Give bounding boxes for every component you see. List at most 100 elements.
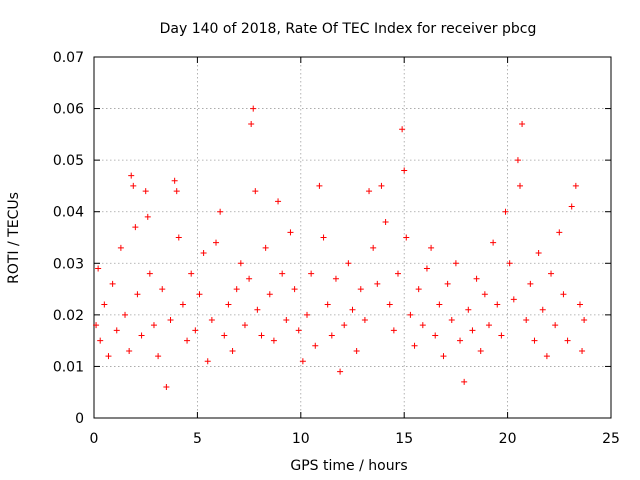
data-point bbox=[150, 322, 157, 329]
axis-ticks: 0 5 10 15 20 25 0 0.01 0.02 0.03 0.04 0.05 0.06 0.07 bbox=[53, 50, 620, 447]
data-point bbox=[192, 327, 199, 334]
data-point bbox=[128, 172, 135, 179]
data-point bbox=[283, 317, 290, 324]
data-point bbox=[386, 301, 393, 308]
data-point bbox=[188, 270, 195, 277]
data-point bbox=[109, 280, 116, 287]
data-point bbox=[299, 358, 306, 365]
data-point bbox=[440, 353, 447, 360]
data-point bbox=[469, 327, 476, 334]
data-point bbox=[320, 234, 327, 241]
data-point bbox=[432, 332, 439, 339]
data-point bbox=[175, 234, 182, 241]
data-point bbox=[444, 280, 451, 287]
data-point bbox=[523, 317, 530, 324]
data-point bbox=[142, 188, 149, 195]
y-axis-label: ROTI / TECUs bbox=[6, 192, 22, 284]
y-tick-label: 0.05 bbox=[53, 153, 84, 169]
chart-title: Day 140 of 2018, Rate Of TEC Index for r… bbox=[160, 21, 537, 37]
data-point bbox=[506, 260, 513, 267]
data-point bbox=[138, 332, 145, 339]
data-point bbox=[473, 275, 480, 282]
x-tick-label: 0 bbox=[90, 431, 99, 447]
data-point bbox=[556, 229, 563, 236]
data-point bbox=[353, 347, 360, 354]
x-axis-label: GPS time / hours bbox=[290, 458, 407, 474]
data-point bbox=[572, 182, 579, 189]
data-point bbox=[498, 332, 505, 339]
data-point bbox=[411, 342, 418, 349]
data-point bbox=[233, 286, 240, 293]
y-tick-label: 0.04 bbox=[53, 205, 84, 221]
data-point bbox=[519, 121, 526, 128]
y-tick-label: 0.02 bbox=[53, 308, 84, 324]
data-point bbox=[184, 337, 191, 344]
data-point bbox=[337, 368, 344, 375]
data-point bbox=[390, 327, 397, 334]
data-point bbox=[517, 182, 524, 189]
data-point bbox=[204, 358, 211, 365]
data-point bbox=[527, 280, 534, 287]
y-tick-label: 0.06 bbox=[53, 102, 84, 118]
data-point bbox=[370, 244, 377, 251]
data-point bbox=[514, 157, 521, 164]
data-point bbox=[105, 353, 112, 360]
data-point bbox=[179, 301, 186, 308]
data-point bbox=[113, 327, 120, 334]
data-point bbox=[531, 337, 538, 344]
data-point bbox=[502, 208, 509, 215]
data-point bbox=[252, 188, 259, 195]
x-tick-label: 20 bbox=[499, 431, 517, 447]
data-point bbox=[568, 203, 575, 210]
data-point bbox=[213, 239, 220, 246]
data-point bbox=[461, 378, 468, 385]
data-point bbox=[132, 224, 139, 231]
data-point bbox=[275, 198, 282, 205]
data-point bbox=[262, 244, 269, 251]
data-point bbox=[246, 275, 253, 282]
data-point bbox=[428, 244, 435, 251]
data-point bbox=[579, 347, 586, 354]
data-point bbox=[477, 347, 484, 354]
data-point bbox=[357, 286, 364, 293]
grid-lines bbox=[94, 57, 611, 418]
data-point bbox=[415, 286, 422, 293]
data-point bbox=[159, 286, 166, 293]
data-point bbox=[552, 322, 559, 329]
data-point bbox=[543, 353, 550, 360]
data-point bbox=[308, 270, 315, 277]
data-point bbox=[328, 332, 335, 339]
data-point bbox=[581, 317, 588, 324]
data-points bbox=[93, 105, 588, 391]
data-point bbox=[254, 306, 261, 313]
data-point bbox=[407, 311, 414, 318]
data-point bbox=[494, 301, 501, 308]
data-point bbox=[378, 182, 385, 189]
data-point bbox=[122, 311, 129, 318]
data-point bbox=[163, 384, 170, 391]
data-point bbox=[304, 311, 311, 318]
data-point bbox=[423, 265, 430, 272]
data-point bbox=[167, 317, 174, 324]
data-point bbox=[419, 322, 426, 329]
data-point bbox=[341, 322, 348, 329]
data-point bbox=[535, 249, 542, 256]
data-point bbox=[324, 301, 331, 308]
data-point bbox=[217, 208, 224, 215]
data-point bbox=[539, 306, 546, 313]
data-point bbox=[95, 265, 102, 272]
y-tick-label: 0 bbox=[75, 411, 84, 427]
data-point bbox=[134, 291, 141, 298]
data-point bbox=[225, 301, 232, 308]
data-point bbox=[399, 126, 406, 133]
data-point bbox=[332, 275, 339, 282]
data-point bbox=[258, 332, 265, 339]
data-point bbox=[155, 353, 162, 360]
data-point bbox=[485, 322, 492, 329]
data-point bbox=[126, 347, 133, 354]
data-point bbox=[436, 301, 443, 308]
data-point bbox=[200, 249, 207, 256]
data-point bbox=[465, 306, 472, 313]
data-point bbox=[510, 296, 517, 303]
